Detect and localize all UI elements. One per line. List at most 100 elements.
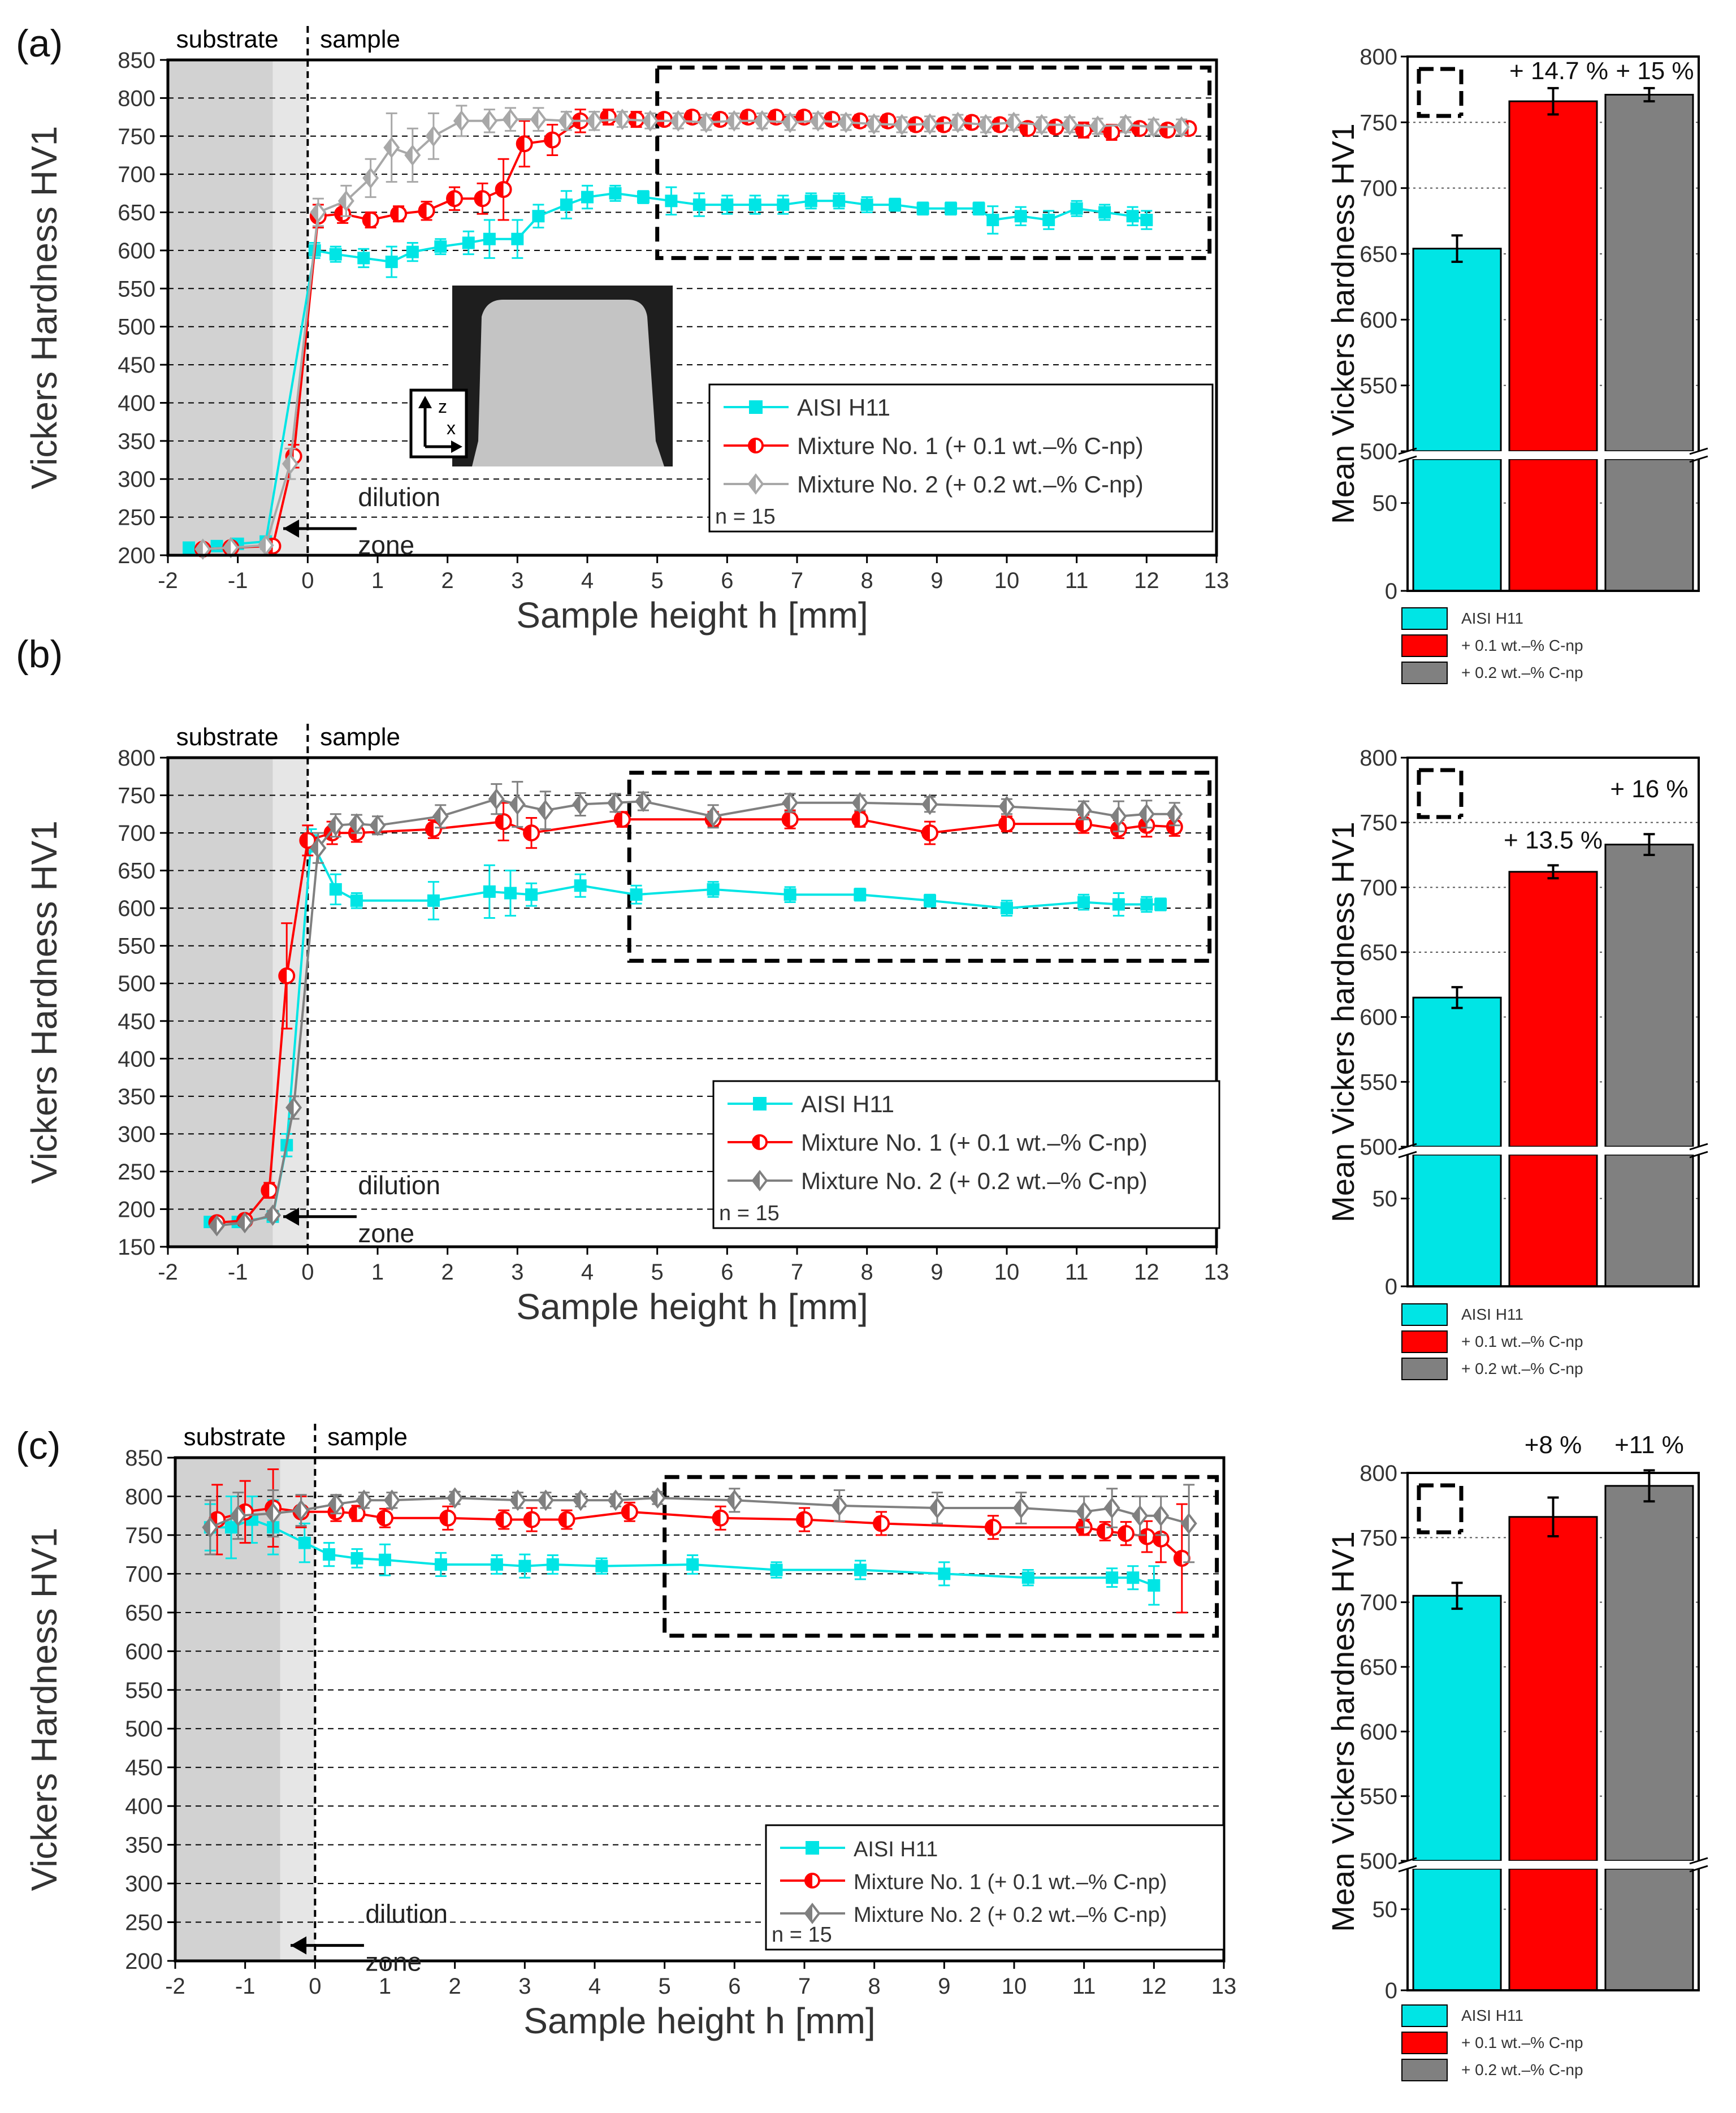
data-point xyxy=(1061,114,1078,136)
data-point xyxy=(831,1495,848,1516)
axis-break xyxy=(1396,1147,1710,1155)
dashed-box xyxy=(663,1475,1219,1638)
data-point xyxy=(726,1489,743,1511)
data-point xyxy=(783,888,796,901)
plot-frame xyxy=(166,58,1218,557)
y-axis-label: Vickers Hardness HV1 xyxy=(24,126,64,490)
legend-marker xyxy=(748,438,764,453)
data-point xyxy=(481,110,498,132)
y-tick-label: 550 xyxy=(1360,374,1397,399)
data-point xyxy=(721,198,734,211)
data-point xyxy=(782,792,799,814)
data-point xyxy=(1047,118,1064,136)
break-mark xyxy=(1398,1865,1417,1873)
series-2 xyxy=(202,1484,1197,1563)
x-tick-label: 5 xyxy=(659,1974,671,1999)
bar-2-upper xyxy=(1604,844,1694,1148)
data-point xyxy=(357,252,370,265)
data-point xyxy=(586,110,603,132)
y-tick-label: 200 xyxy=(118,543,155,568)
data-point xyxy=(490,1558,503,1571)
series-2 xyxy=(194,105,1190,560)
x-tick-label: 7 xyxy=(791,1260,803,1285)
data-point xyxy=(609,187,622,200)
data-point xyxy=(439,1509,457,1527)
x-tick-label: 9 xyxy=(930,1260,943,1285)
y-tick-label: 650 xyxy=(1360,1655,1397,1680)
data-point xyxy=(1019,120,1037,137)
data-point xyxy=(299,832,317,849)
x-tick-label: 9 xyxy=(930,568,943,593)
data-point xyxy=(923,894,936,907)
data-point xyxy=(748,198,761,211)
data-point xyxy=(621,1503,638,1520)
data-point xyxy=(929,1497,946,1519)
x-tick-label: 0 xyxy=(309,1974,321,1999)
legend-n: n = 15 xyxy=(719,1202,780,1225)
y-tick-label: 800 xyxy=(118,746,155,771)
data-point xyxy=(434,240,447,253)
y-tick-label: 550 xyxy=(1360,1070,1397,1095)
dilution-arrowhead xyxy=(283,519,300,538)
data-point xyxy=(614,109,631,131)
data-point xyxy=(692,198,705,211)
data-point xyxy=(600,109,617,126)
data-point xyxy=(495,1511,513,1528)
data-point xyxy=(544,131,561,149)
x-tick-label: 11 xyxy=(1072,1974,1096,1999)
data-point xyxy=(523,824,540,842)
bar-chart-2: +8 % +11 % 500 550 600 650 700 750 800 0 50 Mean Vi… xyxy=(1325,1431,1710,2081)
y-tick-label: 800 xyxy=(125,1484,163,1509)
data-point xyxy=(418,202,435,219)
data-point xyxy=(404,144,421,166)
y-tick-label: 750 xyxy=(118,124,155,149)
data-point xyxy=(327,814,344,836)
data-point xyxy=(1173,1550,1190,1567)
panel-label: (a) xyxy=(16,22,63,65)
data-point xyxy=(310,201,327,223)
data-point xyxy=(1103,1497,1120,1519)
data-point xyxy=(530,109,547,131)
data-point xyxy=(1117,114,1134,136)
dilution-region xyxy=(272,60,308,555)
y-tick-label: 600 xyxy=(1360,1719,1397,1744)
data-point xyxy=(183,541,196,554)
line-chart-2: substrate sample-2 -1 0 1 2 3 4 5 6 7 8 9 10 11 12 13200… xyxy=(16,1423,1236,2041)
legend-entry: AISI H11 xyxy=(854,1838,938,1861)
bar-1-upper xyxy=(1508,100,1598,452)
legend-marker xyxy=(747,473,764,495)
substrate-region xyxy=(168,758,273,1247)
y-tick-label: 350 xyxy=(118,429,155,454)
y-tick-label: 150 xyxy=(118,1235,155,1260)
data-point xyxy=(630,888,643,901)
legend-entry: Mixture No. 1 (+ 0.1 wt.–% C-np) xyxy=(854,1870,1167,1894)
data-point xyxy=(893,114,911,136)
dilution-zone-label: zone xyxy=(365,1947,422,1977)
legend-entry: Mixture No. 2 (+ 0.2 wt.–% C-np) xyxy=(797,471,1144,498)
legend-swatch xyxy=(1401,662,1448,684)
x-tick-label: 10 xyxy=(994,1260,1020,1285)
dilution-arrowhead xyxy=(291,1936,307,1955)
data-point xyxy=(1145,116,1162,138)
series-line xyxy=(217,1506,1183,1559)
legend-entry: + 0.1 wt.–% C-np xyxy=(1461,2034,1583,2051)
break-mark xyxy=(1689,455,1708,463)
data-point xyxy=(1126,210,1139,223)
data-point xyxy=(502,109,519,131)
data-point xyxy=(642,110,659,132)
data-point xyxy=(665,195,678,208)
y-tick-label: 50 xyxy=(1373,491,1398,516)
series-line xyxy=(210,836,1161,1224)
x-tick-label: 4 xyxy=(588,1974,601,1999)
data-point xyxy=(635,790,652,813)
data-point xyxy=(285,1096,302,1118)
y-tick-label: 750 xyxy=(1360,811,1397,836)
data-point xyxy=(511,232,524,245)
bar-annotation: + 14.7 % xyxy=(1509,57,1608,85)
data-point xyxy=(406,245,419,258)
x-tick-label: 1 xyxy=(371,1260,384,1285)
plot-frame xyxy=(166,756,1218,1248)
y-tick-label: 650 xyxy=(125,1601,163,1626)
plot-frame xyxy=(174,1456,1226,1963)
data-point xyxy=(1077,896,1090,909)
